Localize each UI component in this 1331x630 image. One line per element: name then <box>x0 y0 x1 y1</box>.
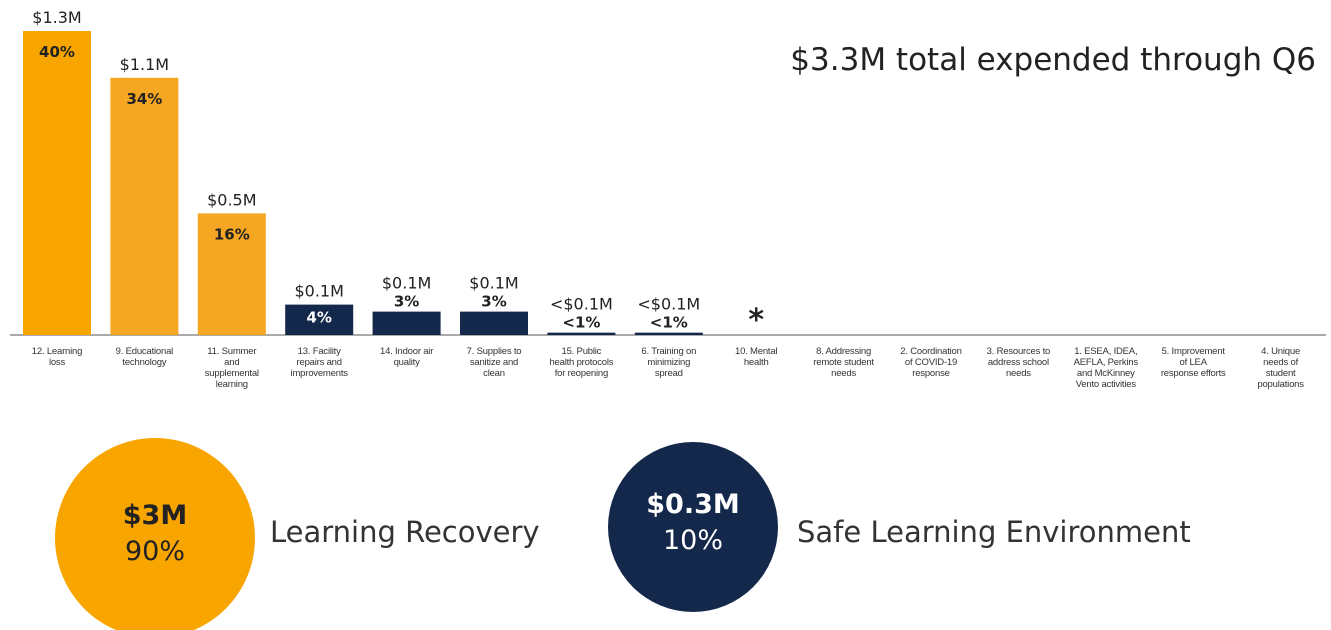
percent-label: 16% <box>214 225 250 243</box>
category-label: 11. Summer and supplemental learning <box>204 346 259 390</box>
value-label: $0.1M <box>294 282 343 301</box>
bar <box>285 304 354 335</box>
bar <box>634 332 703 335</box>
bar <box>110 77 179 336</box>
bar <box>547 332 616 335</box>
summary-circle <box>608 442 778 612</box>
value-label: $0.1M <box>382 274 431 293</box>
category-label: 3. Resources to address school needs <box>986 346 1051 379</box>
category-label: 15. Public health protocols for reopenin… <box>549 346 614 379</box>
category-label: 1. ESEA, IDEA, AEFLA, Perkins and McKinn… <box>1073 346 1138 390</box>
bar <box>23 31 91 335</box>
chart-title: $3.3M total expended through Q6 <box>790 42 1316 78</box>
percent-label: 34% <box>126 90 162 108</box>
percent-label: 4% <box>306 309 331 327</box>
category-label: 10. Mental health <box>735 346 778 368</box>
category-label: 14. Indoor air quality <box>380 346 434 368</box>
category-label: 7. Supplies to sanitize and clean <box>466 346 522 379</box>
value-label: $0.5M <box>207 190 256 209</box>
summary-label: Safe Learning Environment <box>797 515 1191 549</box>
category-label: 9. Educational technology <box>115 346 174 368</box>
category-label: 5. Improvement of LEA response efforts <box>1160 346 1226 379</box>
percent-label: <1% <box>562 314 600 332</box>
value-label: $0.1M <box>469 274 518 293</box>
summary-percent: 90% <box>125 536 185 567</box>
summary-amount: $0.3M <box>646 489 740 520</box>
percent-label: 3% <box>481 293 506 311</box>
value-label: * <box>748 303 764 338</box>
percent-label: 3% <box>394 293 419 311</box>
category-label: 6. Training on minimizing spread <box>641 346 697 379</box>
summary-label: Learning Recovery <box>270 515 540 549</box>
value-label: $1.1M <box>120 55 169 74</box>
value-label: <$0.1M <box>637 295 700 314</box>
value-label: $1.3M <box>32 8 81 27</box>
bar <box>460 311 528 335</box>
percent-label: <1% <box>650 314 688 332</box>
percent-label: 40% <box>39 43 75 61</box>
category-label: 12. Learning loss <box>31 346 83 368</box>
summary-percent: 10% <box>663 525 723 556</box>
category-label: 4. Unique needs of student populations <box>1257 346 1304 390</box>
category-label: 13. Facility repairs and improvements <box>290 346 348 379</box>
category-label: 8. Addressing remote student needs <box>813 346 874 379</box>
category-label: 2. Coordination of COVID-19 response <box>900 346 962 379</box>
value-label: <$0.1M <box>550 295 613 314</box>
bar <box>372 311 441 335</box>
summary-circle <box>55 438 255 630</box>
bar <box>197 213 266 335</box>
summary-amount: $3M <box>123 500 187 531</box>
